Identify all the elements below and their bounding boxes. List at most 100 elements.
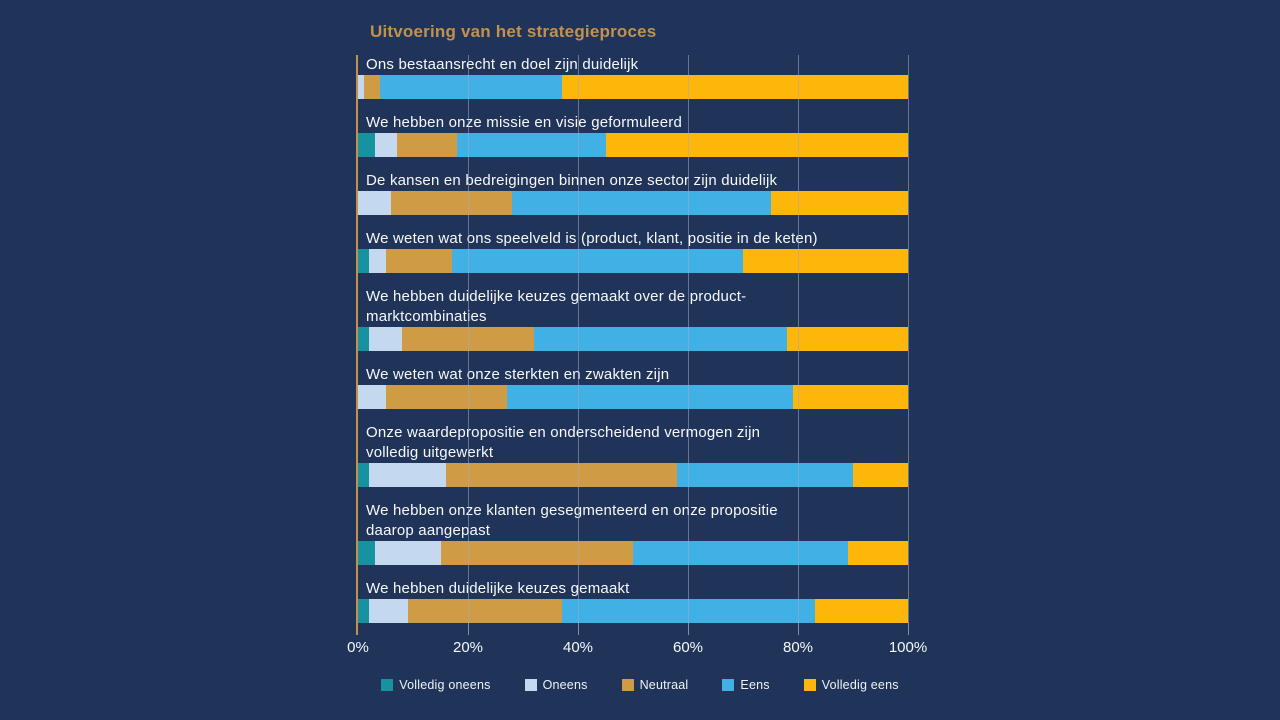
bar-segment-volledig-eens <box>814 599 908 623</box>
bar-segment-eens <box>534 327 787 351</box>
x-axis-tick-label: 60% <box>672 639 704 656</box>
legend-item-volledig-eens: Volledig eens <box>803 678 899 692</box>
bar-row: Onze waardepropositie en onderscheidend … <box>358 423 908 487</box>
bar-segment-oneens <box>374 133 397 157</box>
bar-segment-oneens <box>358 191 391 215</box>
legend-label: Eens <box>740 678 770 692</box>
stacked-bar <box>358 133 908 157</box>
bar-row: Ons bestaansrecht en doel zijn duidelijk <box>358 55 908 99</box>
x-axis-tick <box>356 622 358 635</box>
bar-label: Ons bestaansrecht en doel zijn duidelijk <box>366 56 639 73</box>
bar-label: De kansen en bedreigingen binnen onze se… <box>366 172 778 189</box>
gridline <box>578 55 579 622</box>
bar-segment-oneens <box>369 249 386 273</box>
stacked-bar <box>358 599 908 623</box>
gridline <box>908 55 909 622</box>
bar-segment-neutraal <box>440 541 633 565</box>
bar-row: We hebben duidelijke keuzes gemaakt over… <box>358 287 908 351</box>
bar-label: We hebben onze klanten gesegmenteerd en … <box>366 502 778 539</box>
x-axis-tick <box>908 622 909 635</box>
bar-rows: Ons bestaansrecht en doel zijn duidelijk… <box>358 55 908 637</box>
bar-segment-eens <box>380 75 562 99</box>
bar-label: We hebben onze missie en visie geformule… <box>366 114 682 131</box>
legend: Volledig oneens Oneens Neutraal Eens Volledi… <box>0 678 1280 692</box>
chart-title: Uitvoering van het strategieproces <box>370 22 657 41</box>
bar-segment-eens <box>451 249 743 273</box>
stacked-bar <box>358 191 908 215</box>
stacked-bar <box>358 75 908 99</box>
bar-row: We hebben onze missie en visie geformule… <box>358 113 908 157</box>
bar-segment-oneens <box>358 75 364 99</box>
bar-segment-volledig-eens <box>847 541 908 565</box>
legend-item-oneens: Oneens <box>524 678 588 692</box>
bar-label: We weten wat ons speelveld is (product, … <box>366 230 818 247</box>
legend-swatch <box>722 679 735 691</box>
bar-segment-neutraal <box>385 385 507 409</box>
legend-swatch <box>621 679 634 691</box>
bar-row: We hebben onze klanten gesegmenteerd en … <box>358 501 908 565</box>
x-axis-tick-label: 20% <box>452 639 484 656</box>
x-axis-tick-label: 0% <box>347 639 369 656</box>
gridline <box>688 55 689 622</box>
stacked-bar <box>358 327 908 351</box>
bar-segment-volledig-eens <box>770 191 908 215</box>
bar-segment-oneens <box>369 463 446 487</box>
bar-segment-volledig-eens <box>743 249 908 273</box>
bar-segment-volledig-eens <box>787 327 908 351</box>
legend-item-neutraal: Neutraal <box>621 678 689 692</box>
bar-segment-oneens <box>374 541 441 565</box>
x-axis-tick-label: 40% <box>562 639 594 656</box>
legend-item-eens: Eens <box>722 678 770 692</box>
gridline <box>468 55 469 622</box>
bar-segment-neutraal <box>391 191 512 215</box>
gridline <box>798 55 799 622</box>
stacked-bar <box>358 385 908 409</box>
bar-label: Onze waardepropositie en onderscheidend … <box>366 424 761 461</box>
bar-segment-neutraal <box>446 463 677 487</box>
legend-swatch <box>803 679 816 691</box>
stacked-bar <box>358 541 908 565</box>
bar-segment-volledig-eens <box>792 385 908 409</box>
legend-label: Neutraal <box>639 678 689 692</box>
x-axis-tick <box>688 622 689 635</box>
bar-segment-eens <box>512 191 771 215</box>
bar-row: We weten wat onze sterkten en zwakten zi… <box>358 365 908 409</box>
bar-segment-eens <box>457 133 606 157</box>
legend-label: Volledig oneens <box>399 678 491 692</box>
legend-label: Volledig eens <box>821 678 899 692</box>
bar-segment-neutraal <box>385 249 452 273</box>
bar-segment-neutraal <box>363 75 380 99</box>
bar-segment-neutraal <box>407 599 562 623</box>
bar-segment-oneens <box>369 599 408 623</box>
legend-swatch <box>381 679 394 691</box>
x-axis-tick-label: 100% <box>888 639 928 656</box>
stacked-bar <box>358 463 908 487</box>
x-axis-tick <box>468 622 469 635</box>
bar-segment-volledig-oneens <box>358 249 369 273</box>
plot-area: Ons bestaansrecht en doel zijn duidelijk… <box>347 55 927 656</box>
bar-segment-eens <box>677 463 853 487</box>
bar-row: We weten wat ons speelveld is (product, … <box>358 229 908 273</box>
bar-row: De kansen en bedreigingen binnen onze se… <box>358 171 908 215</box>
bar-segment-neutraal <box>396 133 457 157</box>
bar-label: We hebben duidelijke keuzes gemaakt over… <box>366 288 747 325</box>
bar-segment-volledig-oneens <box>358 599 369 623</box>
bar-segment-eens <box>633 541 848 565</box>
bar-segment-oneens <box>369 327 402 351</box>
y-axis-line <box>356 55 358 635</box>
x-axis-tick-label: 80% <box>782 639 814 656</box>
bar-segment-volledig-eens <box>561 75 908 99</box>
legend-item-volledig-oneens: Volledig oneens <box>381 678 490 692</box>
x-axis-tick <box>798 622 799 635</box>
bar-segment-eens <box>506 385 793 409</box>
bar-segment-volledig-eens <box>853 463 908 487</box>
bar-segment-volledig-oneens <box>358 541 375 565</box>
bar-segment-oneens <box>358 385 386 409</box>
legend-label: Oneens <box>542 678 588 692</box>
legend-swatch <box>524 679 537 691</box>
stacked-bar <box>358 249 908 273</box>
bar-label: We hebben duidelijke keuzes gemaakt <box>366 580 630 597</box>
bar-segment-volledig-oneens <box>358 133 375 157</box>
bar-segment-volledig-oneens <box>358 463 369 487</box>
